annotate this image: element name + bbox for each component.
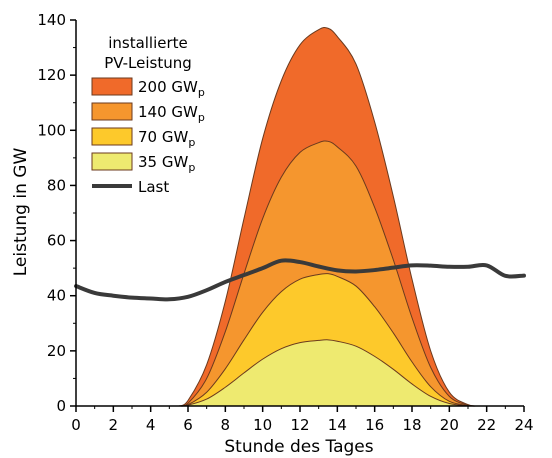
legend-label-5: Last [138,178,169,196]
x-tick-label: 10 [253,416,272,434]
legend-swatch-1 [91,77,133,96]
area-series-4 [178,339,478,407]
y-tick-label: 80 [47,176,66,194]
legend-label-4: 35 GWp [138,153,195,174]
y-tick-label: 40 [47,287,66,305]
x-tick-label: 12 [290,416,309,434]
legend-label-1: 200 GWp [138,78,205,99]
y-tick-label: 100 [37,121,66,139]
legend-title-line2: PV-Leistung [104,54,192,72]
legend-title-line1: installierte [108,34,188,52]
y-tick-label: 0 [56,397,66,415]
y-tick-label: 120 [37,66,66,84]
y-tick-label: 20 [47,342,66,360]
x-tick-label: 0 [71,416,81,434]
legend-swatch-2 [91,102,133,121]
load-line-group [74,258,526,302]
x-tick-label: 24 [514,416,533,434]
x-tick-label: 6 [183,416,193,434]
plot-areas [176,26,478,407]
x-tick-label: 18 [402,416,421,434]
x-tick-label: 22 [477,416,496,434]
legend-label-2: 140 GWp [138,103,205,124]
x-tick-label: 20 [440,416,459,434]
x-tick-label: 8 [221,416,231,434]
legend-swatch-3 [91,127,133,146]
legend-label-3: 70 GWp [138,128,195,149]
x-tick-label: 2 [109,416,119,434]
x-tick-label: 14 [328,416,347,434]
y-axis-title: Leistung in GW [11,148,31,277]
y-tick-label: 60 [47,232,66,250]
y-tick-label: 140 [37,11,66,29]
load-line [74,258,526,302]
x-axis-title: Stunde des Tages [224,437,373,457]
legend-swatch-4 [91,152,133,171]
x-axis: 0 2 4 6 8 10 12 14 16 18 20 22 24 [71,405,534,434]
x-tick-label: 16 [365,416,384,434]
legend: installierte PV-Leistung 200 GWp 140 GWp 7… [91,34,205,196]
legend-items: 200 GWp 140 GWp 70 GWp 35 GWp Last [91,77,205,196]
x-tick-label: 4 [146,416,156,434]
y-axis: 0 20 40 60 80 100 120 140 [37,11,77,415]
